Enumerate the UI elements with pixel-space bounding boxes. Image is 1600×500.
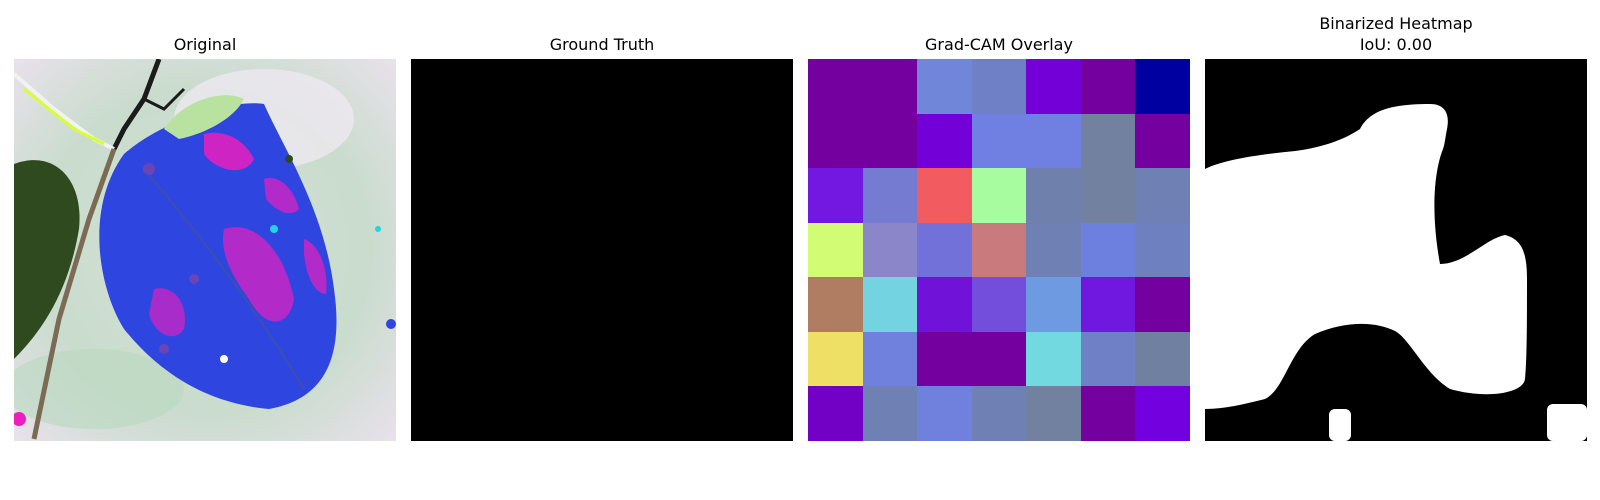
- gradcam-cell: [1080, 222, 1136, 278]
- original-title: Original: [173, 35, 237, 54]
- gradcam-cell: [808, 386, 863, 441]
- gradcam-cell: [971, 59, 1027, 114]
- gradcam-cell: [1026, 222, 1081, 278]
- ground-truth-title: Ground Truth: [549, 35, 655, 54]
- binarized-mask: [1205, 59, 1587, 441]
- gradcam-cell: [1135, 386, 1190, 441]
- gradcam-cell: [808, 59, 863, 114]
- gradcam-cell: [1026, 168, 1081, 223]
- gradcam-cell: [1135, 277, 1190, 332]
- gradcam-cell: [1135, 331, 1190, 387]
- gradcam-cell: [917, 277, 972, 332]
- gradcam-cell: [917, 222, 972, 278]
- gradcam-cell: [1080, 59, 1136, 114]
- binarized-heatmap: [1205, 59, 1587, 441]
- gradcam-cell: [971, 113, 1027, 169]
- gradcam-cell: [1080, 386, 1136, 441]
- gradcam-cell: [917, 59, 972, 114]
- gradcam-cell: [808, 222, 863, 278]
- binarized-title: Binarized Heatmap IoU: 0.00: [1205, 13, 1587, 55]
- original-image: [14, 59, 396, 441]
- gradcam-cell: [1026, 331, 1081, 387]
- gradcam-cell: [1080, 168, 1136, 223]
- gradcam-cell: [1026, 277, 1081, 332]
- gradcam-cell: [862, 222, 918, 278]
- gradcam-cell: [808, 168, 863, 223]
- binarized-title-line1: Binarized Heatmap: [1319, 14, 1473, 33]
- gradcam-title: Grad-CAM Overlay: [925, 35, 1073, 54]
- gradcam-cell: [862, 277, 918, 332]
- gradcam-cell: [808, 277, 863, 332]
- leaf-image: [14, 59, 396, 441]
- gradcam-overlay: [808, 59, 1190, 441]
- gradcam-cell: [862, 331, 918, 387]
- gradcam-cell: [808, 331, 863, 387]
- gradcam-cell: [1080, 331, 1136, 387]
- mask-region-main: [1205, 104, 1527, 409]
- gradcam-cell: [1135, 168, 1190, 223]
- gradcam-cell: [1026, 59, 1081, 114]
- gradcam-cell: [917, 168, 972, 223]
- iou-label: IoU: 0.00: [1359, 35, 1433, 54]
- gradcam-cell: [971, 386, 1027, 441]
- gradcam-cell: [917, 386, 972, 441]
- gradcam-cell: [862, 168, 918, 223]
- gradcam-cell: [862, 386, 918, 441]
- gradcam-cell: [971, 331, 1027, 387]
- gradcam-cell: [971, 222, 1027, 278]
- left-leaf: [14, 160, 80, 359]
- gradcam-cell: [808, 113, 863, 169]
- gradcam-cell: [971, 277, 1027, 332]
- gradcam-cell: [862, 113, 918, 169]
- gradcam-cell: [1026, 113, 1081, 169]
- gradcam-cell: [1135, 222, 1190, 278]
- gradcam-cell: [1080, 277, 1136, 332]
- gradcam-cell: [1026, 386, 1081, 441]
- gradcam-cell: [1135, 59, 1190, 114]
- ground-truth-mask: [411, 59, 793, 441]
- gradcam-cell: [917, 113, 972, 169]
- gradcam-cell: [971, 168, 1027, 223]
- gradcam-cell: [917, 331, 972, 387]
- gradcam-cell: [1135, 113, 1190, 169]
- gradcam-cell: [862, 59, 918, 114]
- gradcam-cell: [1080, 113, 1136, 169]
